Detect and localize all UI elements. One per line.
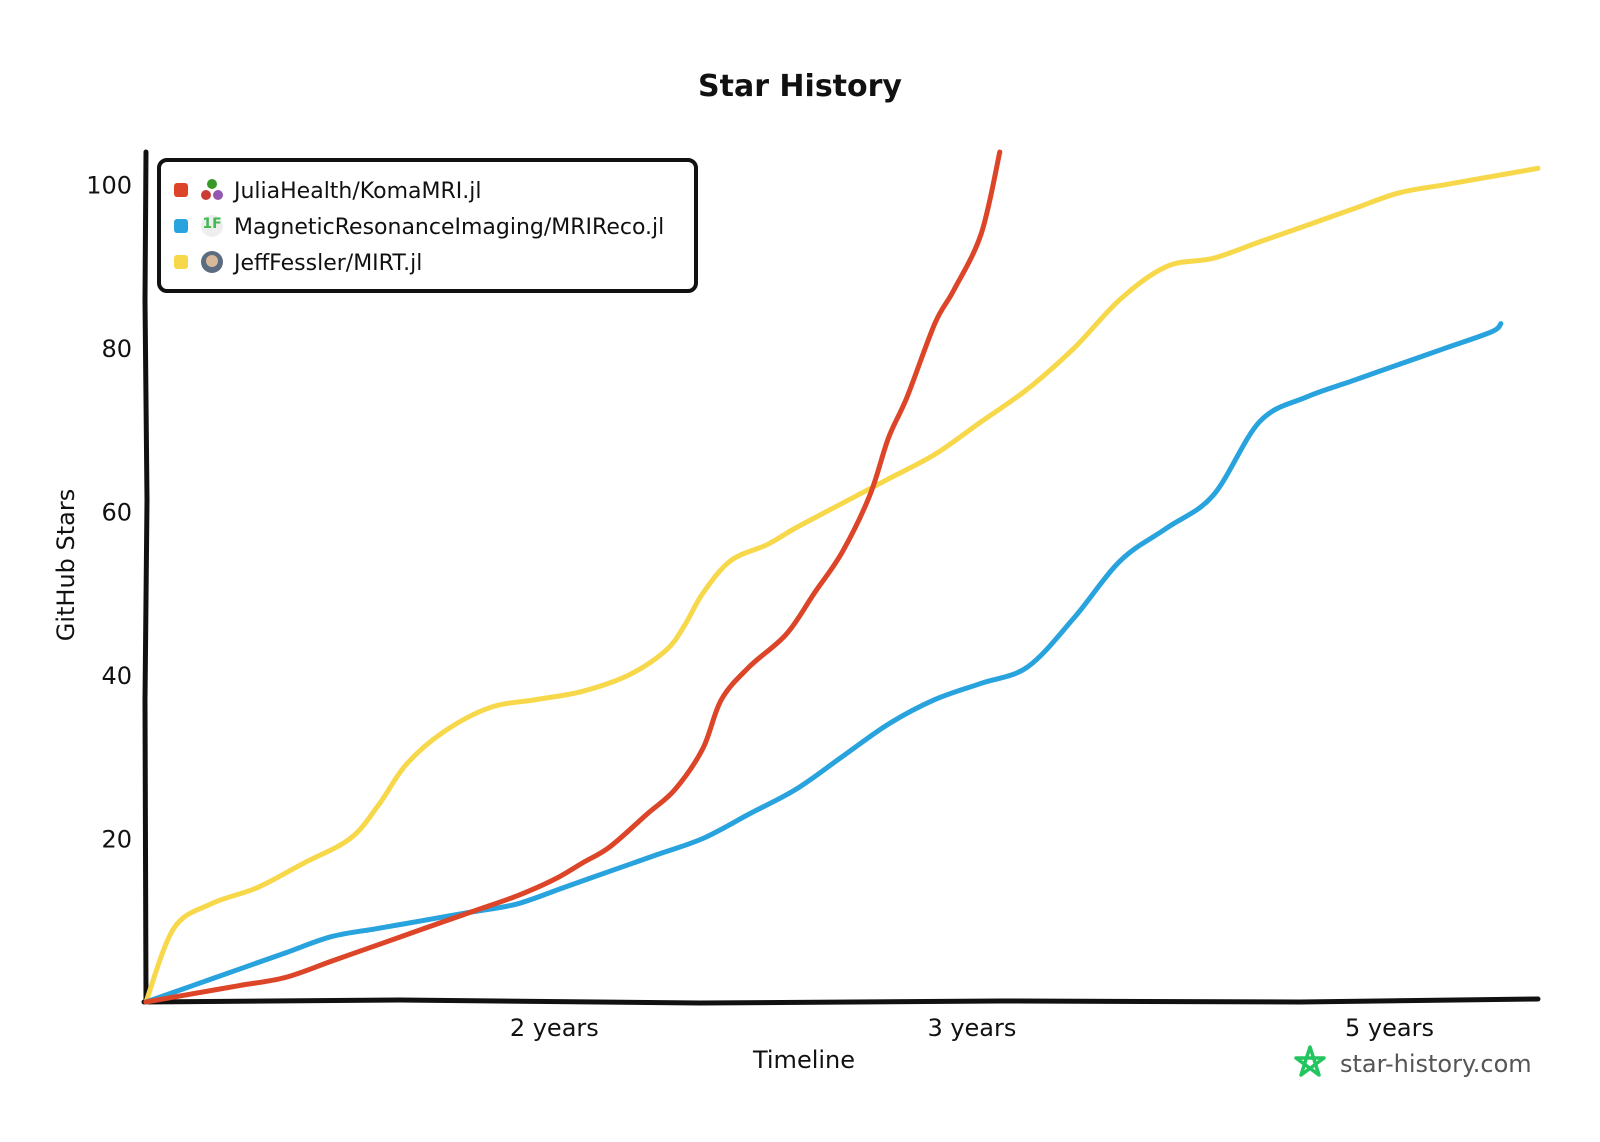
y-tick-label: 80 [101,335,132,363]
legend-item: JuliaHealth/KomaMRI.jl [174,179,481,204]
x-axis-ticks: 2 years 3 years 5 years [510,1014,1434,1042]
legend-swatch [174,183,188,197]
legend-swatch [174,219,188,233]
star-history-logo-icon [1294,1045,1326,1077]
series-line-2 [143,165,1541,1005]
legend-label: JeffFessler/MIRT.jl [232,251,422,276]
y-tick-label: 100 [86,172,132,200]
chart-title: Star History [698,69,902,104]
juliahealth-avatar-icon [201,179,223,200]
legend-label: JuliaHealth/KomaMRI.jl [232,179,481,204]
y-axis-ticks: 20 40 60 80 100 [86,172,132,854]
jefffessler-avatar-icon [201,251,223,273]
series-line-0 [143,149,1003,1005]
x-axis-label: Timeline [752,1046,855,1074]
y-axis-label: GitHub Stars [52,489,80,642]
legend-item: 1F MagneticResonanceImaging/MRIReco.jl [174,215,664,240]
x-tick-label: 2 years [510,1014,599,1042]
y-tick-label: 20 [101,826,132,854]
legend-item: JeffFessler/MIRT.jl [174,251,422,276]
mrireco-avatar-icon: 1F [201,215,223,237]
svg-text:1F: 1F [202,216,221,232]
watermark-text: star-history.com [1340,1050,1532,1078]
y-tick-label: 40 [101,662,132,690]
x-tick-label: 3 years [927,1014,1016,1042]
series-line-1 [143,321,1504,1005]
x-axis-line [141,996,1541,1006]
legend-swatch [174,255,188,269]
watermark: star-history.com [1294,1045,1532,1078]
legend-box [157,158,698,293]
series-layer [143,149,1541,1005]
y-tick-label: 60 [101,499,132,527]
legend-label: MagneticResonanceImaging/MRIReco.jl [234,215,664,240]
axes [141,149,1541,1006]
y-axis-line [142,149,150,1005]
legend-items: JuliaHealth/KomaMRI.jl 1F MagneticResonanc… [174,179,664,276]
x-tick-label: 5 years [1345,1014,1434,1042]
legend: JuliaHealth/KomaMRI.jl 1F MagneticResonanc… [157,158,698,293]
